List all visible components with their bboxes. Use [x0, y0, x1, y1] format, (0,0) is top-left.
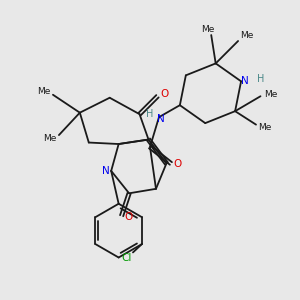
Text: N: N	[157, 114, 164, 124]
Text: N: N	[102, 167, 110, 176]
Text: O: O	[173, 159, 181, 169]
Text: H: H	[257, 74, 264, 84]
Text: Me: Me	[264, 90, 278, 99]
Text: N: N	[241, 76, 248, 86]
Text: Me: Me	[37, 87, 51, 96]
Text: Me: Me	[240, 31, 253, 40]
Text: Me: Me	[258, 123, 271, 132]
Text: O: O	[124, 212, 132, 222]
Text: Me: Me	[202, 25, 215, 34]
Text: O: O	[160, 89, 168, 100]
Text: Cl: Cl	[121, 253, 132, 262]
Text: H: H	[146, 109, 154, 118]
Text: Me: Me	[43, 134, 56, 143]
